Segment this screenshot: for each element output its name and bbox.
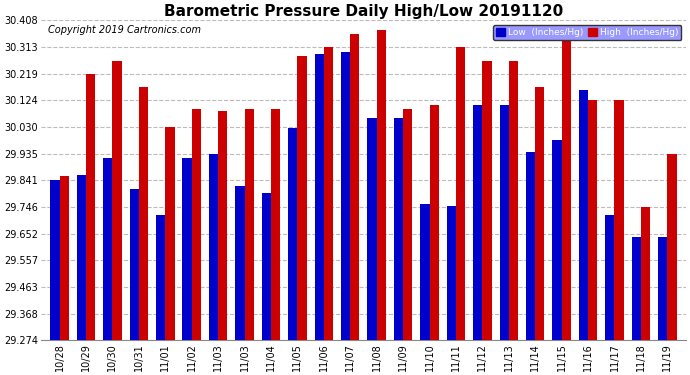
Bar — [218, 111, 228, 340]
Bar — [394, 118, 403, 340]
Bar — [112, 61, 121, 340]
Bar — [429, 105, 439, 340]
Bar — [526, 152, 535, 340]
Bar — [209, 154, 218, 340]
Bar — [182, 158, 192, 340]
Bar — [59, 176, 69, 340]
Text: Copyright 2019 Cartronics.com: Copyright 2019 Cartronics.com — [48, 25, 201, 35]
Bar — [192, 109, 201, 340]
Bar — [667, 154, 677, 340]
Bar — [377, 30, 386, 340]
Bar — [367, 118, 377, 340]
Bar — [579, 90, 588, 340]
Legend: Low  (Inches/Hg), High  (Inches/Hg): Low (Inches/Hg), High (Inches/Hg) — [493, 25, 681, 40]
Bar — [446, 206, 456, 340]
Bar — [588, 100, 598, 340]
Bar — [166, 127, 175, 340]
Bar — [156, 215, 166, 340]
Bar — [456, 47, 465, 340]
Bar — [130, 189, 139, 340]
Bar — [271, 109, 280, 340]
Bar — [86, 74, 95, 340]
Bar — [351, 34, 359, 340]
Bar — [615, 100, 624, 340]
Bar — [605, 215, 615, 340]
Bar — [641, 207, 650, 340]
Bar — [139, 87, 148, 340]
Bar — [562, 39, 571, 340]
Bar — [297, 56, 306, 340]
Bar — [50, 180, 59, 340]
Bar — [535, 87, 544, 340]
Bar — [403, 109, 413, 340]
Bar — [473, 105, 482, 340]
Bar — [262, 193, 271, 340]
Bar — [288, 128, 297, 340]
Title: Barometric Pressure Daily High/Low 20191120: Barometric Pressure Daily High/Low 20191… — [164, 4, 563, 19]
Bar — [77, 175, 86, 340]
Bar — [104, 158, 112, 340]
Bar — [244, 109, 254, 340]
Bar — [509, 61, 518, 340]
Bar — [235, 186, 244, 340]
Bar — [500, 105, 509, 340]
Bar — [315, 54, 324, 340]
Bar — [420, 204, 429, 340]
Bar — [324, 47, 333, 340]
Bar — [631, 237, 641, 340]
Bar — [553, 140, 562, 340]
Bar — [482, 61, 491, 340]
Bar — [341, 52, 351, 340]
Bar — [658, 237, 667, 340]
